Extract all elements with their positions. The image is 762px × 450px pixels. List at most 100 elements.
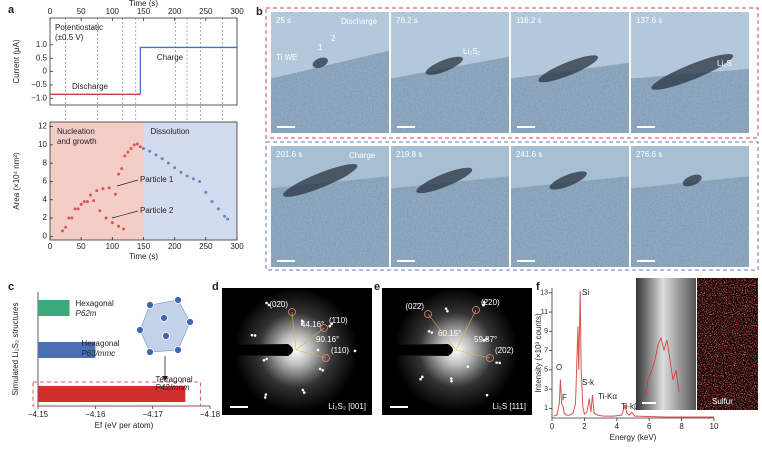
panel-label: e (374, 281, 380, 293)
x-tick-label: −4.17 (143, 410, 164, 419)
micrograph-label: Li₂S (717, 59, 732, 68)
electrode-texture (271, 50, 389, 133)
category-label: Hexagonal (76, 299, 114, 308)
data-point (185, 174, 189, 178)
map-label: Sulfur (712, 397, 733, 406)
x-tick-label: 10 (710, 422, 719, 431)
y-axis-label: Current (μA) (12, 39, 21, 84)
diffraction-spot (498, 361, 502, 365)
spot-marker (288, 308, 296, 316)
data-point (104, 216, 108, 220)
micrograph-label: Li₂S₂ (463, 47, 481, 56)
x-tick-label: 100 (106, 7, 120, 16)
diffraction-spot (265, 357, 268, 361)
spot-label: (02̄2̄) (405, 302, 424, 311)
diffraction-spot (267, 303, 271, 307)
peak-label: F (562, 393, 567, 402)
data-point (142, 147, 145, 151)
data-point (154, 153, 158, 157)
panel-label: a (8, 4, 15, 16)
data-point (126, 150, 130, 154)
atom (174, 296, 182, 304)
electrode-texture (511, 176, 629, 267)
panel-label: f (536, 281, 540, 293)
micrograph-label: Ti WE (276, 53, 297, 62)
diffraction-spot (482, 339, 486, 342)
x-tick-label: 50 (77, 7, 86, 16)
y-tick-label: 4 (43, 195, 48, 204)
data-point (132, 143, 136, 147)
region-label: and growth (57, 137, 97, 146)
data-point (73, 207, 77, 211)
bar (38, 300, 70, 316)
diffraction-spot (302, 391, 306, 394)
time-label: 219.8 s (396, 150, 422, 159)
spot-vector (455, 349, 491, 359)
data-point (191, 177, 195, 181)
spectrum-line (553, 290, 714, 418)
atom (146, 348, 154, 356)
diffraction-spot (262, 358, 266, 362)
angle-label: 59.87° (474, 335, 497, 344)
diffraction-spot (328, 324, 332, 328)
y-tick-label: 12 (38, 122, 47, 131)
time-label: 76.2 s (396, 16, 418, 25)
data-point (120, 167, 124, 171)
peak-label: Ti-kβ (621, 402, 639, 411)
diffraction-spot (301, 388, 305, 392)
spot-label: (2̄02) (495, 346, 514, 355)
atom (136, 326, 144, 334)
atom (186, 318, 194, 326)
data-point (107, 186, 111, 190)
data-point (82, 200, 86, 204)
diffraction-spot (253, 334, 257, 337)
diffraction-spot (482, 303, 485, 307)
data-point (210, 200, 214, 204)
y-tick-label: 1.0 (36, 40, 48, 49)
region-label: Dissolution (151, 127, 190, 136)
diffraction-spot (250, 333, 254, 337)
bar (38, 386, 186, 402)
data-point (135, 142, 139, 146)
series-annotation: Charge (157, 53, 184, 62)
x-axis-label: Time (s) (129, 252, 158, 261)
diffraction-spot (485, 337, 488, 341)
sulfur-map (697, 278, 758, 410)
spot-label: (1̄10) (329, 316, 348, 325)
y-tick-label: 0 (43, 231, 48, 240)
y-tick-label: 2 (43, 213, 48, 222)
y-tick-label: 7 (544, 347, 548, 354)
x-tick-label: −4.15 (28, 410, 49, 419)
diffraction-spot (321, 368, 325, 372)
spot-vector (295, 327, 325, 351)
spot-vector (455, 309, 477, 351)
bar (38, 342, 96, 358)
diffraction-spot (265, 301, 268, 305)
y-tick-label: 0 (43, 67, 48, 76)
current-line (139, 46, 237, 95)
peak-label: S-k (582, 378, 595, 387)
peak-label: O (556, 363, 562, 372)
micrograph-label: Discharge (341, 17, 378, 26)
annotation: Potentiostatic (55, 23, 103, 32)
x-tick-label: −4.16 (85, 410, 106, 419)
diffraction-spot (482, 300, 486, 304)
particle (283, 164, 358, 197)
series-label: Particle 1 (140, 175, 174, 184)
y-tick-label: 0.5 (36, 53, 48, 62)
data-point (76, 207, 80, 211)
zone-axis-label: Li₂S₂ [001] (328, 402, 366, 411)
diffraction-spot (427, 329, 431, 333)
diffraction-spot (421, 375, 424, 379)
x-tick-label: 200 (168, 7, 182, 16)
x-tick-label: 6 (647, 422, 652, 431)
data-point (67, 216, 71, 220)
annotation: (±0.5 V) (55, 33, 84, 42)
x-tick-label: 150 (137, 242, 151, 251)
data-point (79, 202, 83, 206)
data-point (138, 145, 142, 149)
diffraction-spot (316, 348, 320, 352)
category-label: Tetragonal (155, 375, 193, 384)
data-point (173, 166, 177, 170)
